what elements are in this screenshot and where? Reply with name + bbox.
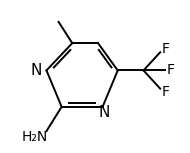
Text: F: F — [162, 85, 170, 99]
Text: N: N — [30, 63, 42, 78]
Text: H₂N: H₂N — [21, 130, 48, 144]
Text: F: F — [166, 63, 174, 77]
Text: N: N — [98, 105, 110, 120]
Text: F: F — [162, 42, 170, 56]
